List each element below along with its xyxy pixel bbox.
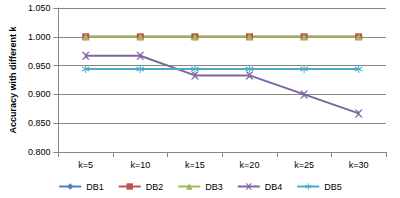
svg-text:DB1: DB1 <box>86 182 104 192</box>
svg-text:k=15: k=15 <box>185 160 205 170</box>
svg-text:DB4: DB4 <box>265 182 283 192</box>
svg-text:k=10: k=10 <box>130 160 150 170</box>
svg-text:k=5: k=5 <box>78 160 93 170</box>
svg-text:DB2: DB2 <box>146 182 164 192</box>
svg-text:0.850: 0.850 <box>28 118 51 128</box>
svg-text:k=25: k=25 <box>294 160 314 170</box>
svg-text:k=20: k=20 <box>240 160 260 170</box>
svg-text:1.000: 1.000 <box>28 32 51 42</box>
svg-text:0.950: 0.950 <box>28 61 51 71</box>
svg-text:Accuracy with different k: Accuracy with different k <box>8 25 18 133</box>
svg-text:0.900: 0.900 <box>28 89 51 99</box>
svg-text:DB5: DB5 <box>324 182 342 192</box>
svg-text:DB3: DB3 <box>205 182 223 192</box>
svg-text:0.800: 0.800 <box>28 147 51 157</box>
svg-text:1.050: 1.050 <box>28 3 51 13</box>
svg-text:k=30: k=30 <box>349 160 369 170</box>
